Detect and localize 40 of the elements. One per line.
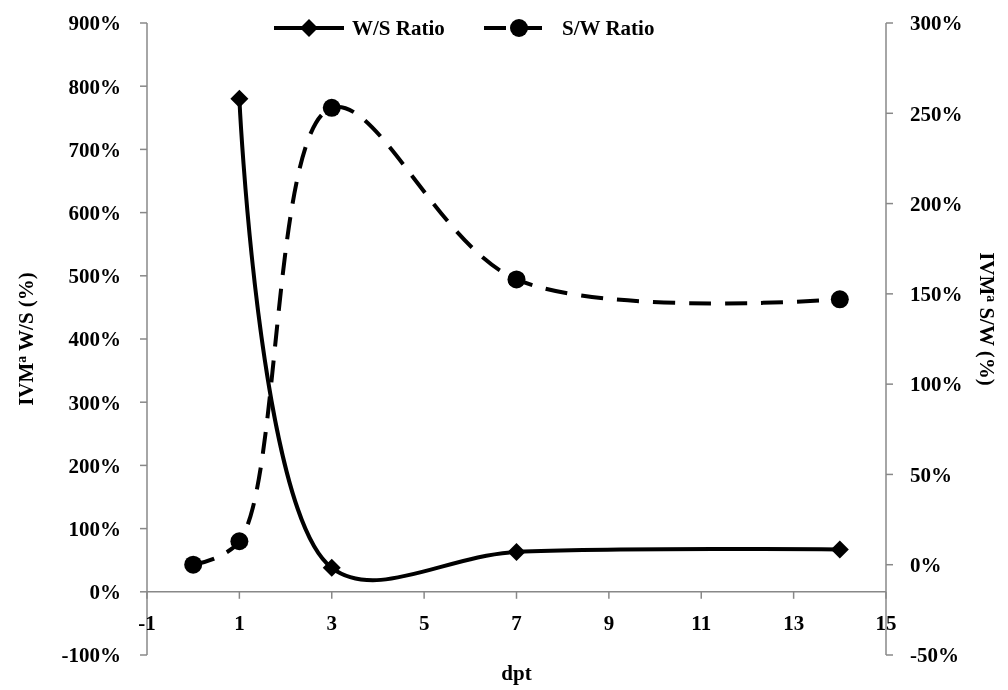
point bbox=[507, 542, 526, 561]
y-tick-label: 0% bbox=[89, 580, 121, 605]
y-tick-label: 700% bbox=[68, 137, 121, 162]
y2-tick-label: 0% bbox=[910, 553, 942, 578]
x-tick-label: 5 bbox=[418, 610, 430, 635]
point bbox=[830, 290, 849, 309]
y2-tick-label: -50% bbox=[910, 643, 959, 668]
x-tick-label: 9 bbox=[603, 610, 615, 635]
y-tick-label: 500% bbox=[68, 264, 121, 289]
y-tick-label: 900% bbox=[68, 11, 121, 36]
legend-label: W/S Ratio bbox=[352, 16, 445, 41]
y-tick-label: 400% bbox=[68, 327, 121, 352]
point bbox=[184, 555, 203, 574]
y-tick-label: 600% bbox=[68, 200, 121, 225]
y-tick-label: 800% bbox=[68, 74, 121, 99]
x-tick-label: 1 bbox=[234, 610, 245, 635]
point bbox=[507, 270, 526, 289]
x-axis-title: dpt bbox=[501, 661, 532, 685]
y-tick-label: -100% bbox=[61, 643, 121, 668]
y-tick-label: 300% bbox=[68, 390, 121, 415]
point bbox=[322, 558, 341, 577]
legend-label: S/W Ratio bbox=[562, 16, 655, 41]
y2-tick-label: 250% bbox=[910, 101, 963, 126]
y2-tick-label: 50% bbox=[910, 462, 952, 487]
x-tick-label: 7 bbox=[511, 610, 522, 635]
y2-tick-label: 200% bbox=[910, 191, 963, 216]
point bbox=[322, 98, 341, 117]
y2-tick-label: 150% bbox=[910, 282, 963, 307]
y2-tick-label: 300% bbox=[910, 11, 963, 36]
x-tick-label: 15 bbox=[875, 610, 897, 635]
point bbox=[830, 540, 849, 559]
x-tick-label: -1 bbox=[138, 610, 156, 635]
y2-tick-label: 100% bbox=[910, 372, 963, 397]
y-tick-label: 100% bbox=[68, 516, 121, 541]
x-tick-label: 11 bbox=[691, 610, 712, 635]
y-tick-label: 200% bbox=[68, 453, 121, 478]
point bbox=[230, 89, 249, 108]
point bbox=[230, 532, 249, 551]
x-tick-label: 13 bbox=[783, 610, 805, 635]
x-tick-label: 3 bbox=[326, 610, 337, 635]
